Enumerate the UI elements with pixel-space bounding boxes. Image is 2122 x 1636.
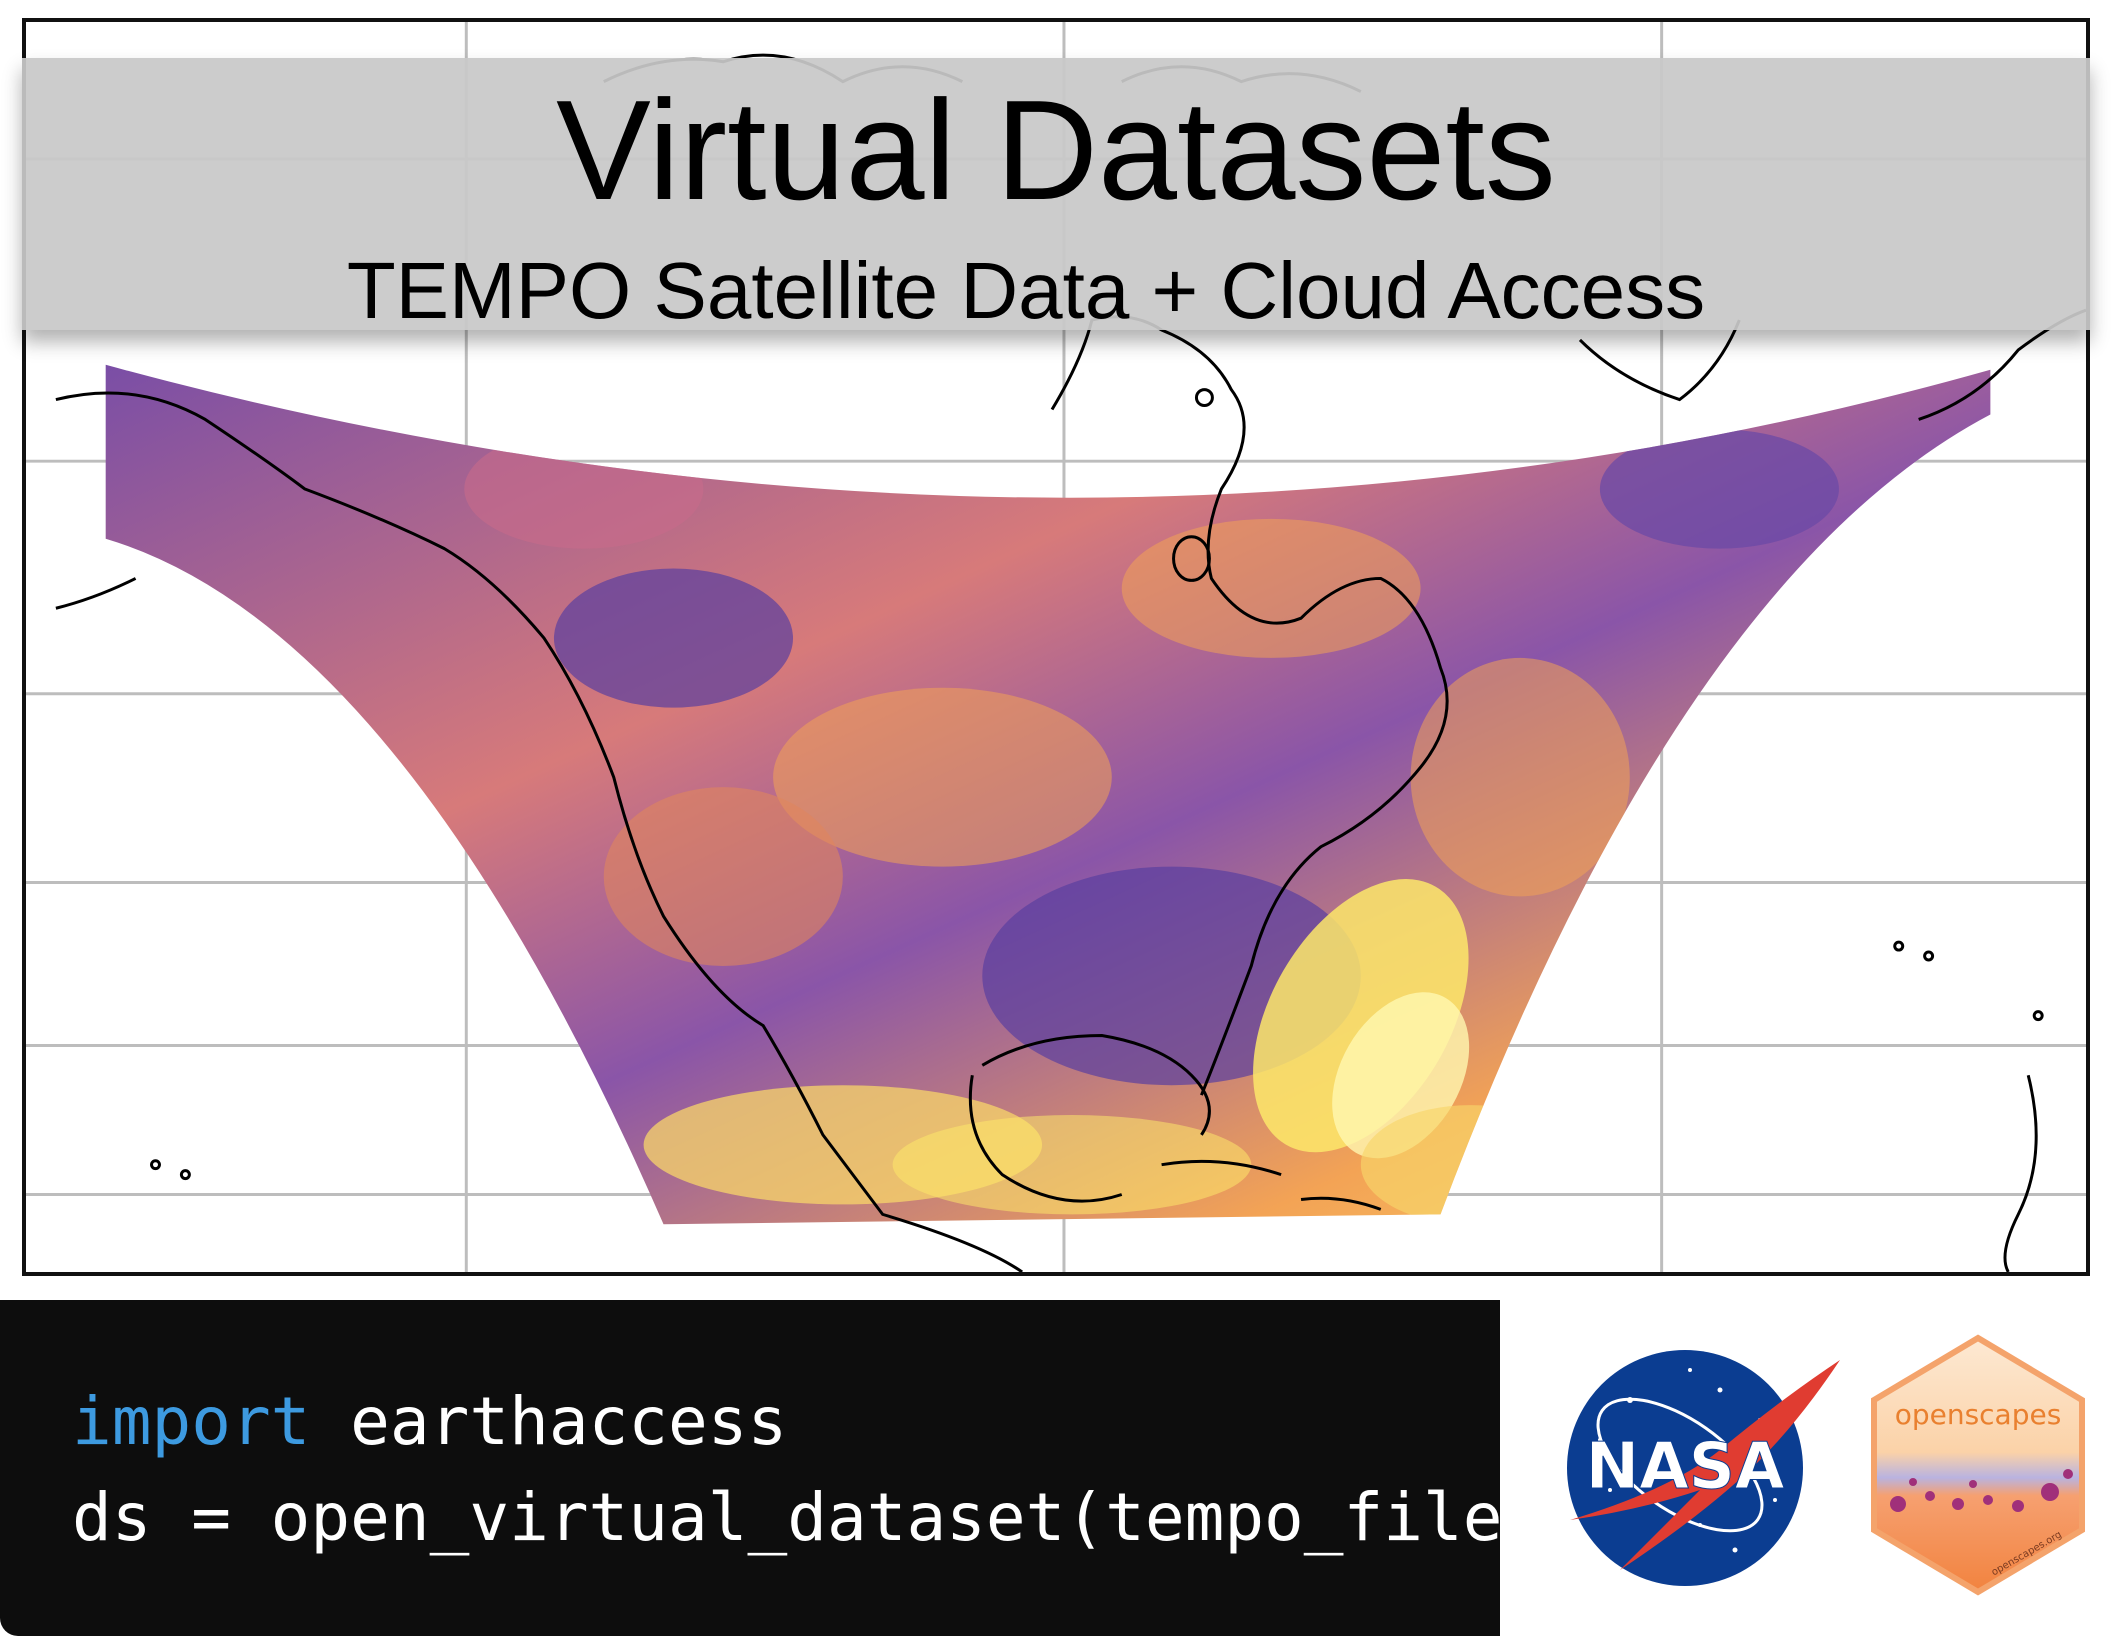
openscapes-hex-icon: openscapes openscapes.org: [1871, 1334, 2085, 1596]
title-banner: Virtual Datasets TEMPO Satellite Data + …: [22, 58, 2090, 334]
code-line-open-dataset: ds = open_virtual_dataset(tempo_files): [72, 1479, 1500, 1556]
openscapes-logo-text: openscapes: [1895, 1398, 2062, 1431]
code-panel: import earthaccess ds = open_virtual_dat…: [0, 1300, 1500, 1636]
tempo-swath: [105, 364, 1991, 1225]
code-import-module: earthaccess: [310, 1383, 788, 1460]
code-line-import: import earthaccess: [72, 1382, 787, 1462]
page-subtitle: TEMPO Satellite Data + Cloud Access: [346, 246, 1706, 335]
code-keyword-import: import: [72, 1383, 311, 1460]
page-title: Virtual Datasets: [556, 71, 1556, 230]
nasa-meatball-icon: NASA: [1567, 1350, 1840, 1586]
nasa-logo-text: NASA: [1586, 1430, 1785, 1504]
